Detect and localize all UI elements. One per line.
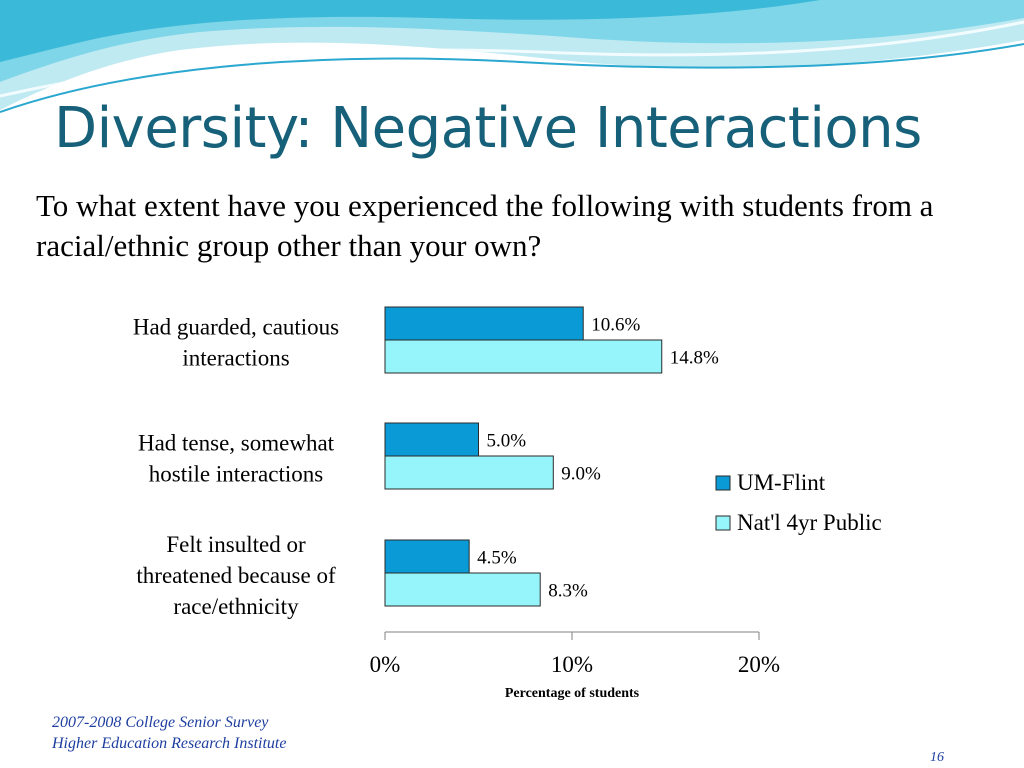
header-wave-decoration bbox=[0, 0, 1024, 113]
x-axis-title: Percentage of students bbox=[505, 686, 640, 701]
bar-2-1 bbox=[384, 339, 663, 374]
bar-1-2 bbox=[384, 422, 479, 457]
source-line-survey: 2007-2008 College Senior Survey bbox=[52, 714, 269, 731]
x-tick-label-1: 0% bbox=[370, 652, 401, 677]
legend-label-1: UM-Flint bbox=[737, 470, 826, 495]
legend-swatch-2 bbox=[715, 515, 731, 531]
data-label-2-3: 8.3% bbox=[548, 581, 588, 602]
bar-1-3 bbox=[384, 539, 470, 574]
data-label-1-3: 4.5% bbox=[477, 548, 517, 569]
category-label-3-line-1: Felt insulted or bbox=[166, 532, 306, 557]
source-footer: 2007-2008 College Senior Survey Higher E… bbox=[52, 712, 286, 754]
x-tick-label-2: 10% bbox=[551, 652, 593, 677]
category-label-1-line-2: interactions bbox=[182, 346, 289, 371]
bar-chart: Had guarded, cautious interactions 10.6% 14… bbox=[133, 306, 882, 701]
bar-2-3 bbox=[384, 572, 541, 607]
category-label-2-line-2: hostile interactions bbox=[149, 462, 323, 487]
category-label-3-line-3: race/ethnicity bbox=[173, 594, 299, 619]
bar-1-1 bbox=[384, 306, 584, 341]
category-label-1-line-1: Had guarded, cautious bbox=[133, 315, 339, 340]
category-label-2-line-1: Had tense, somewhat bbox=[138, 431, 335, 456]
page-number: 16 bbox=[930, 750, 944, 765]
data-label-2-2: 9.0% bbox=[561, 464, 601, 485]
category-label-3-line-2: threatened because of bbox=[136, 563, 336, 588]
survey-question: To what extent have you experienced the … bbox=[36, 188, 934, 263]
source-line-institute: Higher Education Research Institute bbox=[52, 735, 287, 752]
data-label-1-2: 5.0% bbox=[487, 431, 527, 452]
data-label-2-1: 14.8% bbox=[670, 348, 719, 369]
x-tick-label-3: 20% bbox=[738, 652, 780, 677]
legend-label-2: Nat'l 4yr Public bbox=[737, 510, 882, 535]
slide-title: Diversity: Negative Interactions bbox=[54, 96, 922, 161]
data-label-1-1: 10.6% bbox=[591, 315, 640, 336]
legend-swatch-1 bbox=[715, 475, 731, 491]
bar-2-2 bbox=[384, 455, 554, 490]
